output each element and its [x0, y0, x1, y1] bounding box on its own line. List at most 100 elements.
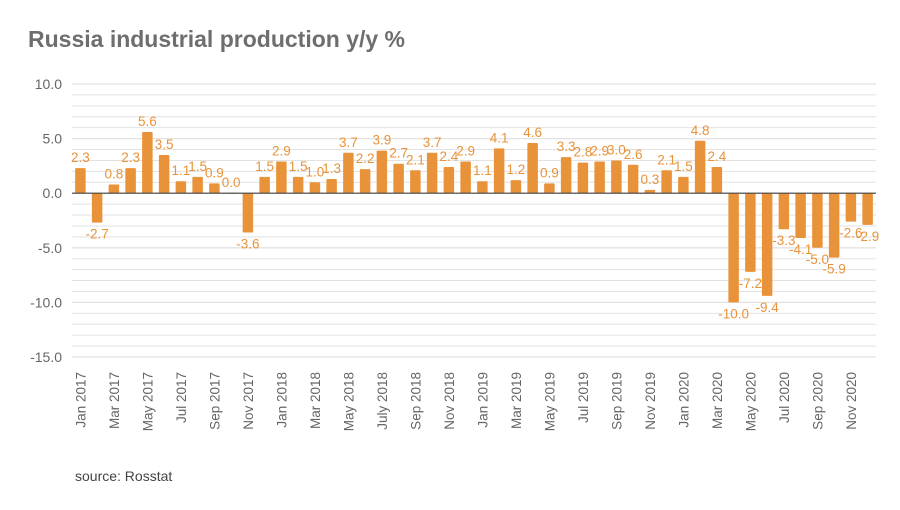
bar-aug-2018	[393, 163, 404, 194]
y-tick-label: 5.0	[43, 131, 63, 147]
data-label: 3.5	[155, 137, 174, 152]
bar-july-2018	[376, 150, 388, 194]
bar-dec-2019	[661, 170, 672, 194]
data-label: 1.1	[473, 163, 492, 178]
bar-may-2020	[745, 193, 756, 272]
data-label: 2.9	[456, 144, 475, 159]
y-tick-label: -5.0	[38, 240, 62, 256]
data-label: 2.9	[590, 144, 609, 159]
bar-oct-2020	[828, 193, 840, 258]
bar-apr-2020	[728, 193, 739, 303]
data-label: -2.6	[839, 226, 862, 241]
bar-jan-2020	[678, 176, 689, 194]
data-label: 4.1	[490, 130, 509, 145]
data-label: 1.5	[289, 159, 308, 174]
data-label: 2.4	[439, 149, 458, 164]
x-tick-label: Mar 2017	[107, 372, 122, 429]
x-tick-label: Nov 2020	[844, 372, 859, 430]
bar-jun-2019	[560, 157, 572, 194]
y-tick-label: 10.0	[35, 76, 62, 92]
data-label: 2.3	[71, 150, 90, 165]
data-label: -9.4	[755, 300, 779, 315]
data-label: 0.3	[640, 172, 659, 187]
bar-aug-2020	[795, 193, 806, 238]
bar-may-2018	[343, 152, 354, 194]
bar-nov-2020	[845, 193, 857, 222]
data-label: 1.1	[171, 163, 190, 178]
bar-sep-2020	[812, 193, 823, 248]
bar-feb-2018	[292, 176, 304, 194]
x-tick-label: Jan 2019	[475, 372, 490, 428]
bar-oct-2019	[627, 164, 639, 194]
data-label: 5.6	[138, 114, 157, 129]
bar-nov-2018	[443, 166, 455, 194]
x-tick-label: Jan 2018	[274, 372, 289, 428]
data-label: 3.0	[607, 142, 626, 157]
data-label: -10.0	[718, 306, 749, 321]
bar-nov-2019	[644, 189, 656, 194]
y-tick-label: -15.0	[30, 349, 62, 365]
data-label: 3.7	[339, 135, 358, 150]
data-label: -2.7	[85, 227, 108, 242]
x-tick-label: Mar 2019	[509, 372, 524, 429]
data-label: 2.1	[657, 152, 676, 167]
bar-jan-2017	[75, 168, 86, 194]
bar-may-2017	[142, 132, 153, 194]
bar-sep-2018	[410, 170, 421, 194]
data-label: 1.3	[322, 161, 341, 176]
bar-sep-2019	[611, 160, 622, 194]
x-tick-label: May 2018	[341, 372, 356, 431]
bar-apr-2019	[527, 142, 538, 194]
x-tick-label: Sep 2019	[609, 372, 624, 430]
x-tick-label: Jan 2020	[676, 372, 691, 428]
data-label: 3.3	[557, 139, 576, 154]
bar-jul-2020	[778, 193, 790, 230]
bar-mar-2018	[309, 182, 321, 194]
bar-apr-2018	[326, 179, 337, 194]
x-tick-label: Sep 2020	[810, 372, 825, 430]
x-tick-label: Sep 2018	[408, 372, 423, 430]
bar-may-2019	[544, 183, 555, 194]
x-tick-label: May 2017	[140, 372, 155, 431]
x-tick-label: Jul 2019	[576, 372, 591, 423]
data-label: -4.1	[789, 242, 812, 257]
data-label: -3.6	[236, 237, 259, 252]
x-tick-label: Nov 2018	[442, 372, 457, 430]
bar-sep-2017	[209, 183, 220, 194]
bar-jun-2018	[359, 169, 371, 194]
data-label: 3.7	[423, 135, 442, 150]
x-tick-label: Nov 2019	[643, 372, 658, 430]
bar-jul-2017	[175, 181, 187, 194]
bar-jun-2017	[158, 154, 170, 194]
bar-mar-2017	[108, 184, 120, 194]
data-label: 2.1	[406, 152, 425, 167]
bar-dec-2020	[862, 193, 873, 225]
data-label: 2.9	[272, 144, 291, 159]
data-label: 2.8	[573, 145, 592, 160]
data-label: 1.5	[188, 159, 207, 174]
y-tick-label: 0.0	[43, 185, 63, 201]
bar-apr-2017	[125, 168, 136, 194]
x-tick-label: Nov 2017	[241, 372, 256, 430]
bar-nov-2017	[242, 193, 254, 233]
chart-title: Russia industrial production y/y %	[28, 26, 406, 52]
data-label: 2.4	[707, 149, 726, 164]
data-label: 4.6	[523, 125, 542, 140]
data-label: 1.0	[305, 164, 324, 179]
data-label: 2.2	[356, 151, 375, 166]
x-tick-label: Mar 2020	[710, 372, 725, 429]
data-label: 2.7	[389, 146, 408, 161]
bar-jan-2019	[477, 181, 488, 194]
bar-feb-2019	[493, 148, 505, 194]
data-label: 0.9	[205, 165, 224, 180]
bar-mar-2019	[510, 180, 522, 194]
bar-feb-2017	[91, 193, 103, 223]
bar-aug-2019	[594, 161, 605, 194]
data-label: 3.9	[372, 133, 391, 148]
x-tick-label: Jan 2017	[73, 372, 88, 428]
data-label: -5.0	[806, 252, 829, 267]
data-label: 2.3	[121, 150, 140, 165]
bar-feb-2020	[694, 140, 706, 194]
data-label: 1.5	[674, 159, 693, 174]
